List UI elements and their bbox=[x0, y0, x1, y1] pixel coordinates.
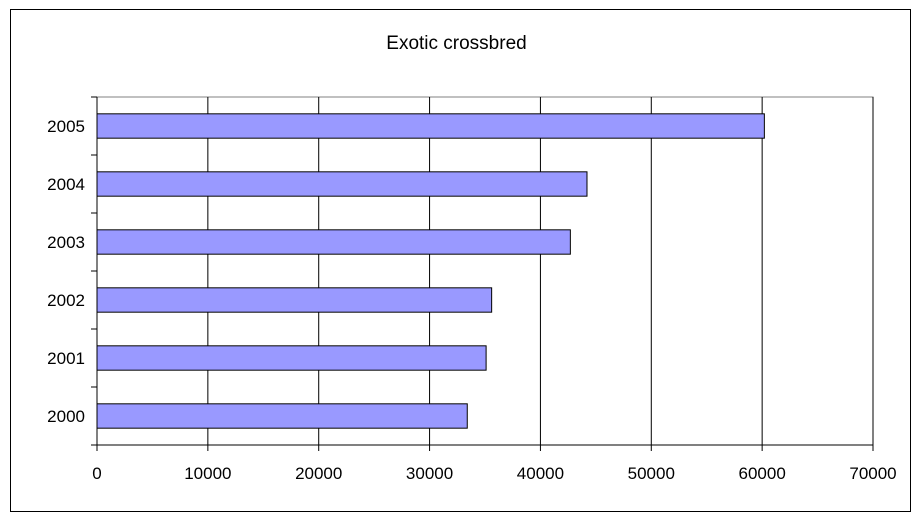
x-tick-label: 20000 bbox=[295, 464, 342, 483]
x-tick-label: 10000 bbox=[184, 464, 231, 483]
y-tick-label: 2002 bbox=[47, 291, 85, 310]
y-tick-label: 2005 bbox=[47, 117, 85, 136]
x-tick-label: 60000 bbox=[739, 464, 786, 483]
bar-2001 bbox=[97, 346, 486, 370]
y-tick-label: 2003 bbox=[47, 233, 85, 252]
y-tick-label: 2000 bbox=[47, 407, 85, 426]
bar-2004 bbox=[97, 172, 587, 196]
x-tick-label: 40000 bbox=[517, 464, 564, 483]
bar-2003 bbox=[97, 230, 570, 254]
x-tick-label: 50000 bbox=[628, 464, 675, 483]
x-tick-label: 30000 bbox=[406, 464, 453, 483]
y-tick-label: 2004 bbox=[47, 175, 85, 194]
bar-2005 bbox=[97, 114, 764, 138]
x-tick-label: 0 bbox=[92, 464, 101, 483]
bar-2000 bbox=[97, 404, 467, 428]
bar-2002 bbox=[97, 288, 492, 312]
y-tick-label: 2001 bbox=[47, 349, 85, 368]
x-tick-label: 70000 bbox=[849, 464, 896, 483]
plot-area bbox=[97, 97, 873, 445]
